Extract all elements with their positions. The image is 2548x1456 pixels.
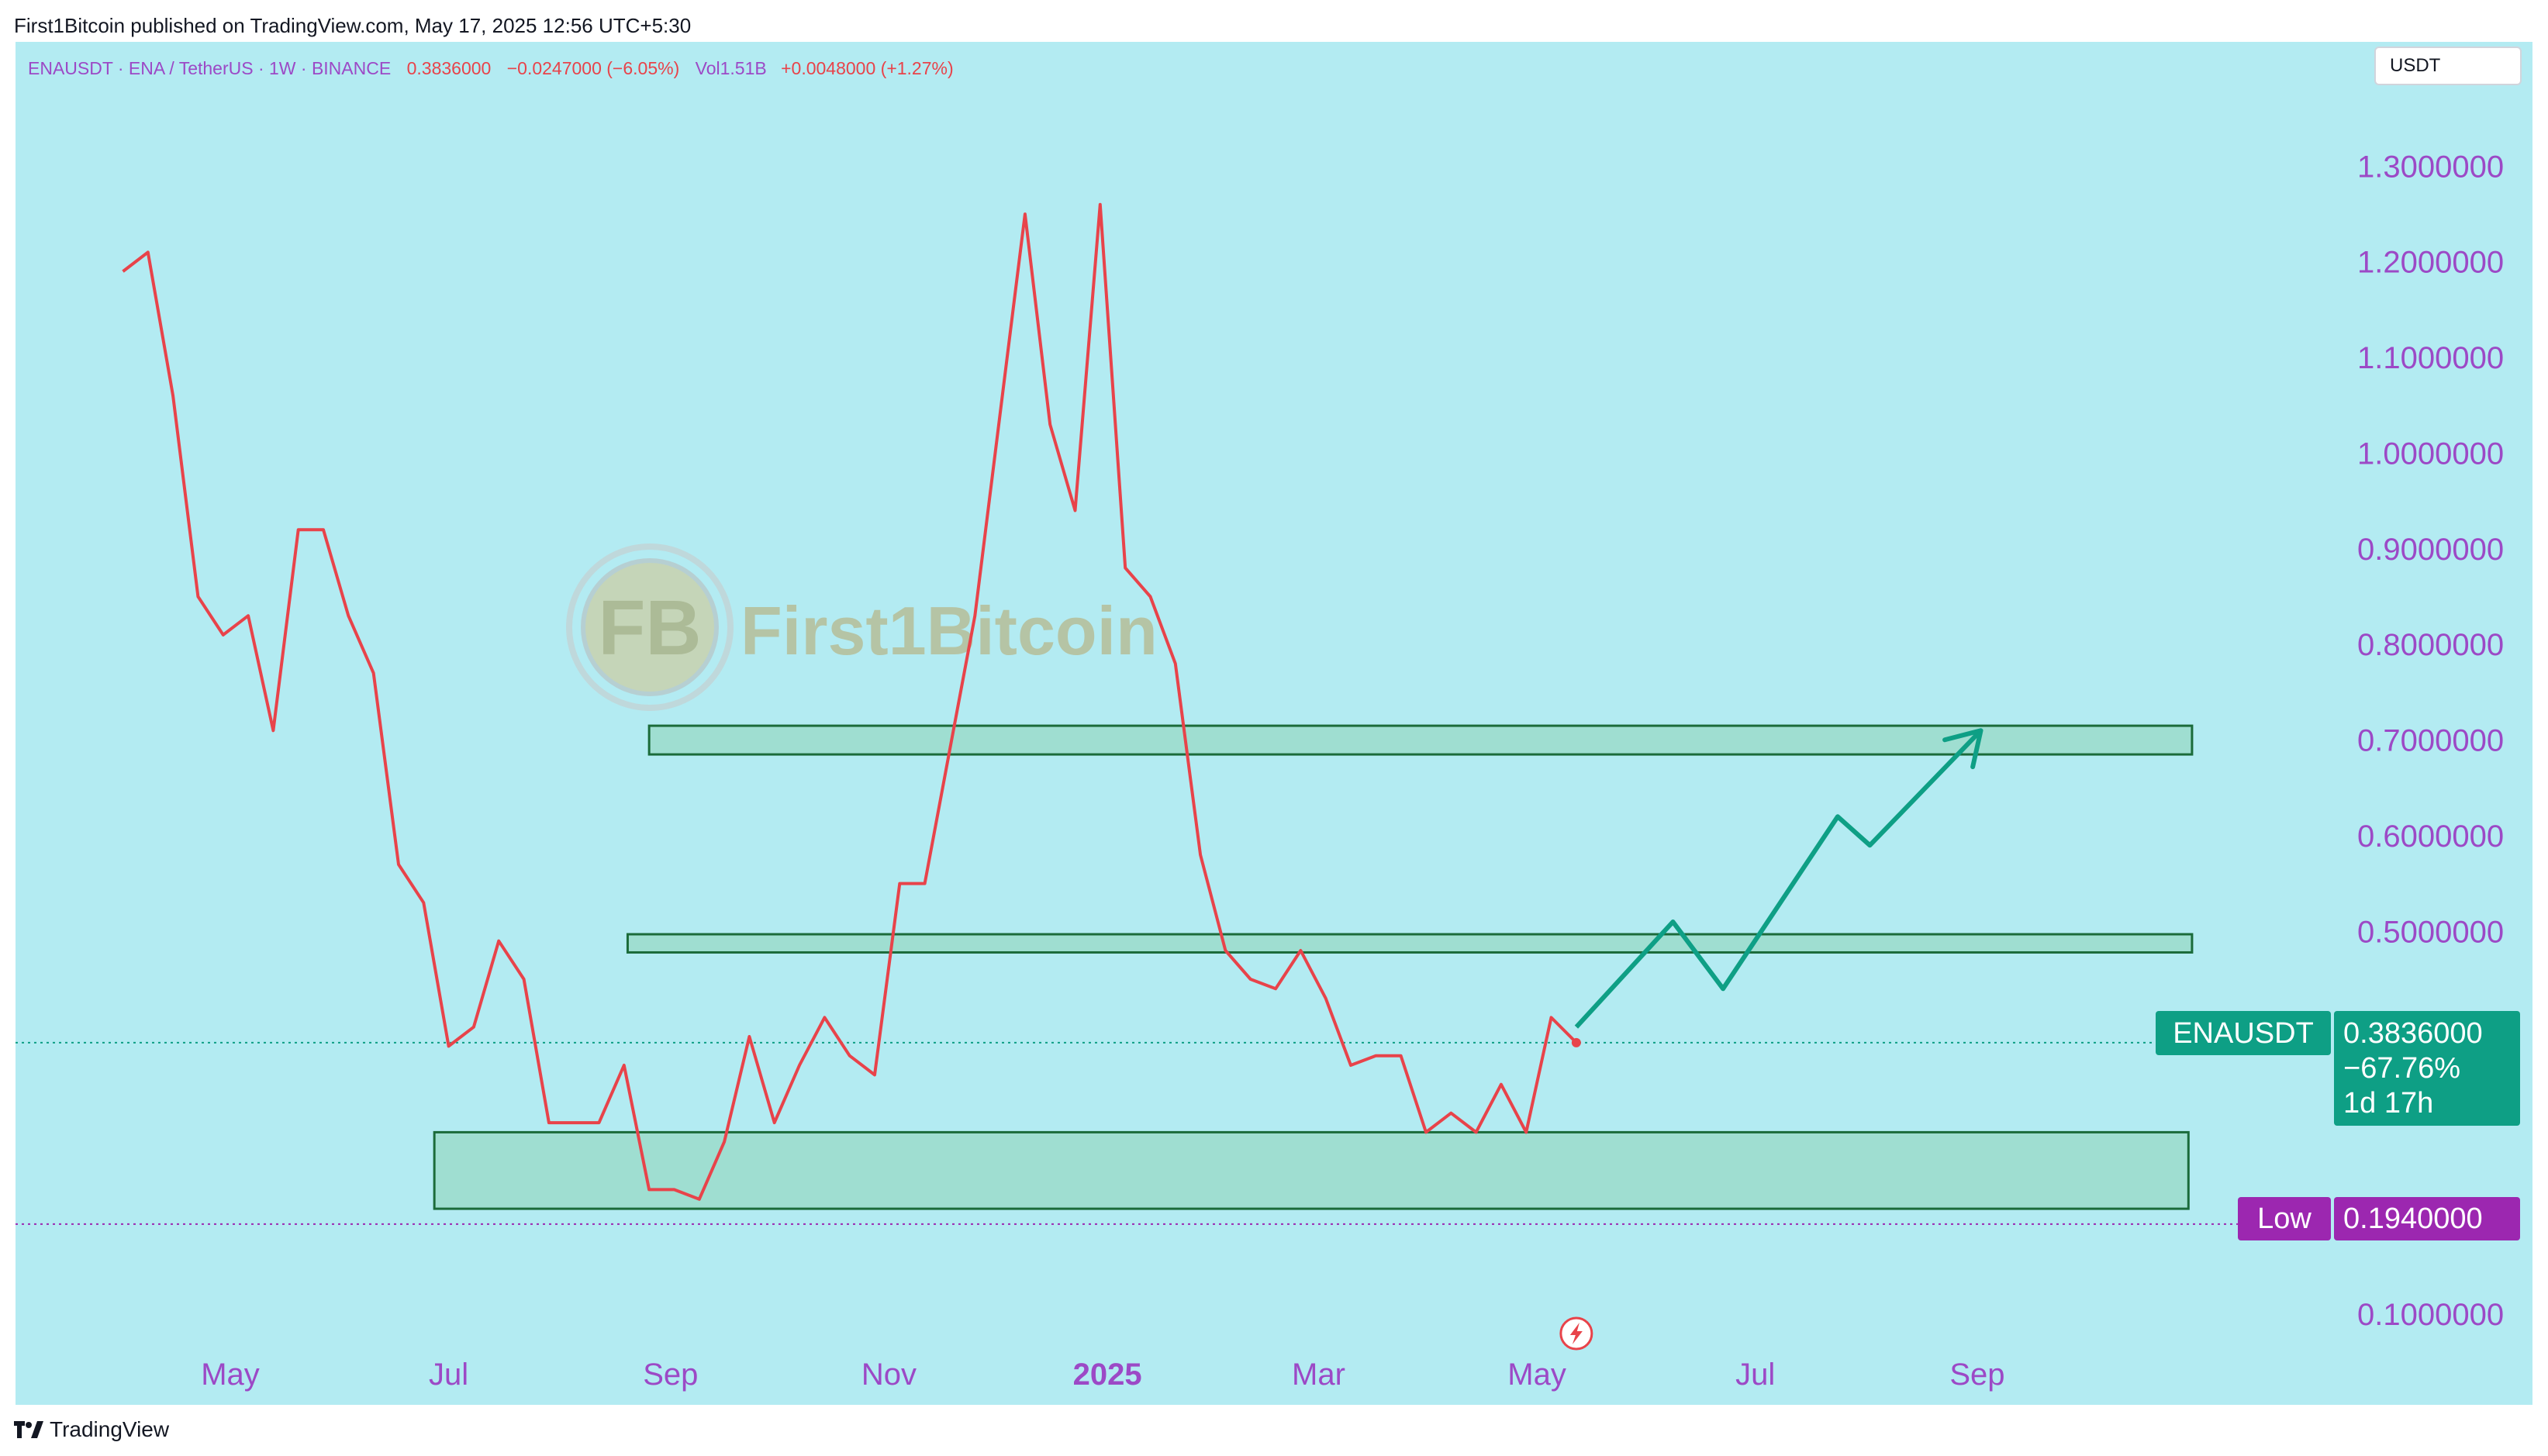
price-label-countdown: 1d 17h	[2343, 1087, 2433, 1120]
price-label-name: ENAUSDT	[2173, 1017, 2314, 1050]
legend-volume: Vol1.51B	[696, 58, 767, 78]
watermark-logo-inner	[581, 558, 719, 696]
price-label-change: −67.76%	[2343, 1052, 2460, 1085]
legend-price: 0.3836000	[407, 58, 492, 78]
svg-text:ENAUSDT · ENA / TetherUS · 1W: ENAUSDT · ENA / TetherUS · 1W · BINANCE …	[28, 58, 954, 78]
x-tick-label: 2025	[1073, 1358, 1142, 1392]
price-label-value-bg	[2334, 1011, 2520, 1126]
zones	[433, 724, 2194, 1210]
projection-arrowhead	[1942, 728, 1984, 770]
x-tick-label: Nov	[861, 1358, 917, 1392]
price-label-value: 0.3836000	[2343, 1017, 2483, 1050]
y-tick-label: 0.5000000	[2357, 915, 2504, 949]
watermark-logo-letters: FB	[598, 585, 701, 671]
y-tick-label: 1.3000000	[2357, 150, 2504, 184]
y-tick-label: 0.9000000	[2357, 533, 2504, 567]
x-axis: May Jul Sep Nov 2025 Mar May Jul Sep	[201, 1358, 2004, 1392]
x-tick-label: May	[201, 1358, 260, 1392]
zone-mid-resistance	[626, 933, 2194, 954]
y-tick-label: 0.8000000	[2357, 628, 2504, 662]
price-line	[122, 202, 1578, 1201]
legend-change: −0.0247000 (−6.05%)	[507, 58, 680, 78]
y-tick-label: 0.7000000	[2357, 724, 2504, 758]
legend-volume-change: +0.0048000 (+1.27%)	[781, 58, 954, 78]
price-label: ENAUSDT 0.3836000 −67.76% 1d 17h	[2156, 1011, 2520, 1126]
tradingview-logo-icon	[14, 1421, 43, 1438]
low-label-value: 0.1940000	[2343, 1202, 2483, 1235]
low-label-name: Low	[2257, 1202, 2311, 1235]
chart-svg[interactable]: FB First1Bitcoin 1.3000000 1.2000000 1.100…	[16, 42, 2532, 1405]
scale-currency-button[interactable]: USDT	[2374, 47, 2522, 85]
footer-brand-text: TradingView	[50, 1417, 170, 1441]
published-header: First1Bitcoin published on TradingView.c…	[14, 14, 692, 37]
legend: ENAUSDT · ENA / TetherUS · 1W · BINANCE …	[28, 58, 954, 78]
chart[interactable]: FB First1Bitcoin 1.3000000 1.2000000 1.100…	[16, 42, 2532, 1405]
y-tick-label: 0.6000000	[2357, 819, 2504, 854]
first1bitcoin-logo-icon	[566, 543, 734, 711]
price-label-name-bg	[2156, 1011, 2331, 1055]
y-tick-label: 1.1000000	[2357, 341, 2504, 375]
watermark: FB First1Bitcoin	[566, 543, 1158, 711]
x-tick-label: Sep	[1949, 1358, 2004, 1392]
low-label-name-bg	[2238, 1197, 2331, 1240]
x-tick-label: Jul	[1735, 1358, 1775, 1392]
y-tick-label: 1.2000000	[2357, 246, 2504, 280]
zone-support	[433, 1130, 2190, 1210]
last-price-dot	[1571, 1037, 1581, 1047]
watermark-text: First1Bitcoin	[741, 592, 1158, 669]
x-tick-label: Jul	[429, 1358, 468, 1392]
y-tick-label: 0.1000000	[2357, 1298, 2504, 1332]
legend-symbol: ENAUSDT · ENA / TetherUS · 1W · BINANCE	[28, 58, 391, 78]
x-tick-label: Sep	[643, 1358, 698, 1392]
low-label-value-bg	[2334, 1197, 2520, 1240]
event-bolt	[1569, 1323, 1583, 1344]
x-tick-label: May	[1507, 1358, 1566, 1392]
footer-brand: TradingView	[14, 1417, 169, 1442]
zone-upper-resistance	[647, 724, 2194, 756]
x-tick-label: Mar	[1292, 1358, 1345, 1392]
y-tick-label: 1.0000000	[2357, 436, 2504, 471]
low-label: Low 0.1940000	[2238, 1197, 2520, 1240]
projection-arrow	[1574, 729, 1983, 1029]
lightning-event-icon[interactable]	[1559, 1316, 1593, 1351]
